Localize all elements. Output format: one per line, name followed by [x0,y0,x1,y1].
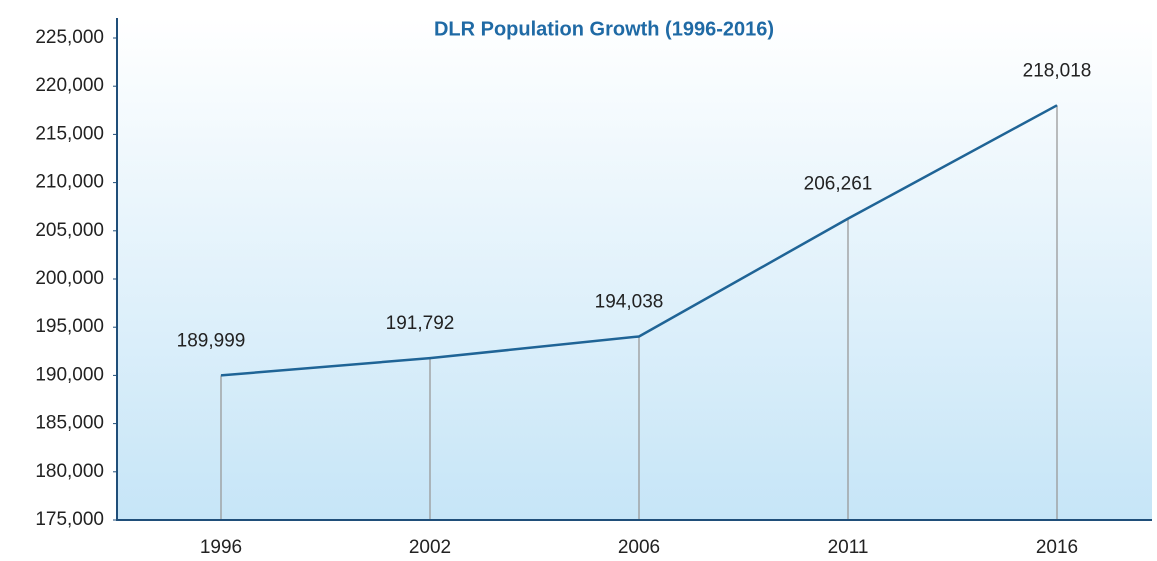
y-tick-label: 225,000 [35,27,104,48]
x-tick-label: 2002 [409,537,451,558]
data-line [220,104,1058,377]
y-tick-label: 220,000 [35,75,104,96]
value-label: 206,261 [804,174,873,195]
x-tick-label: 1996 [200,537,242,558]
y-tick-label: 185,000 [35,413,104,434]
y-tick-label: 210,000 [35,172,104,193]
y-tick-label: 200,000 [35,268,104,289]
chart-title: DLR Population Growth (1996-2016) [434,18,774,40]
y-tick-label: 190,000 [35,364,104,385]
x-tick-label: 2016 [1036,537,1078,558]
y-tick-label: 205,000 [35,220,104,241]
y-tick-label: 195,000 [35,316,104,337]
y-tick-label: 215,000 [35,123,104,144]
y-tick-label: 175,000 [35,509,104,530]
value-label: 189,999 [177,330,246,351]
x-tick-label: 2006 [618,537,660,558]
plot-background [117,18,1152,520]
value-label: 218,018 [1023,60,1092,81]
y-tick-label: 180,000 [35,461,104,482]
value-label: 191,792 [386,313,455,334]
x-tick-label: 2011 [828,537,869,558]
value-label: 194,038 [595,291,664,312]
